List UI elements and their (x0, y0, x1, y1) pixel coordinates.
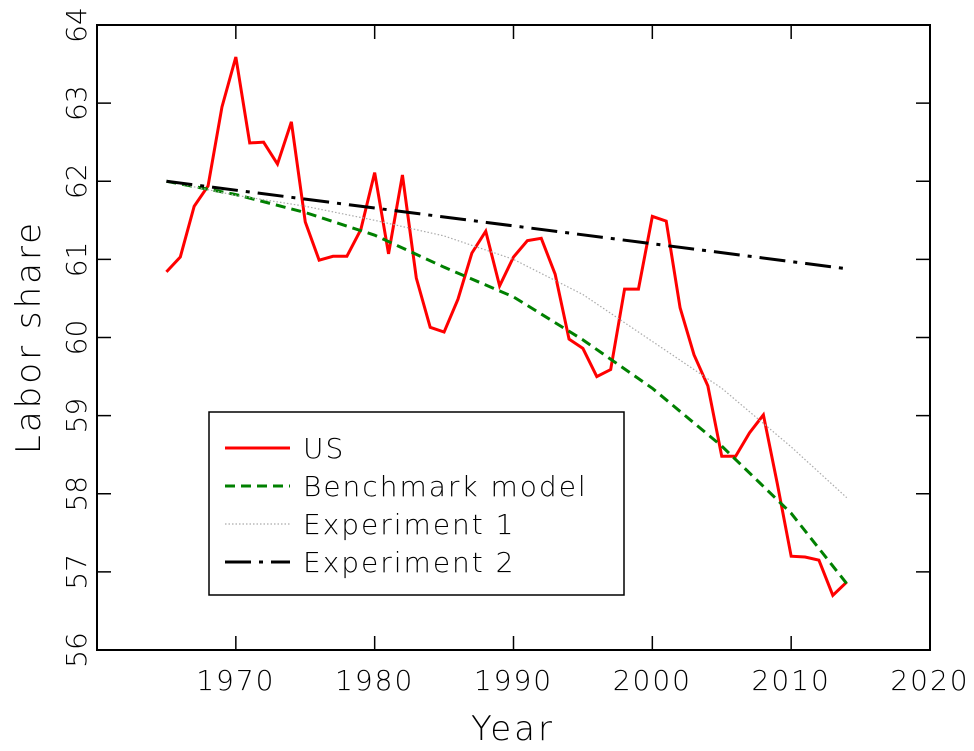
x-tick-label: 2010 (752, 664, 831, 697)
y-tick-label: 61 (60, 242, 93, 278)
legend-label: Experiment 1 (303, 508, 516, 541)
x-tick-label: 1990 (474, 664, 553, 697)
legend-label: Benchmark model (303, 470, 588, 503)
y-tick-label: 60 (60, 320, 93, 356)
y-tick-label: 64 (60, 7, 93, 43)
x-tick-label: 1970 (196, 664, 275, 697)
y-tick-label: 56 (60, 632, 93, 668)
y-axis-label: Labor share (9, 220, 49, 454)
data-line (166, 179, 848, 585)
x-tick-label: 2000 (613, 664, 692, 697)
x-tick-label: 1980 (335, 664, 414, 697)
x-axis-label: Year (471, 709, 555, 747)
legend-label: Experiment 2 (303, 546, 516, 579)
y-tick-label: 59 (60, 398, 93, 434)
data-line (166, 179, 847, 271)
y-tick-label: 57 (60, 554, 93, 590)
data-line (165, 56, 848, 598)
legend-label: US (303, 432, 345, 465)
y-tick-label: 62 (60, 163, 93, 199)
y-tick-label: 63 (60, 85, 93, 121)
y-tick-label: 58 (60, 476, 93, 512)
x-tick-label: 2020 (890, 664, 969, 697)
legend-box (208, 411, 625, 596)
